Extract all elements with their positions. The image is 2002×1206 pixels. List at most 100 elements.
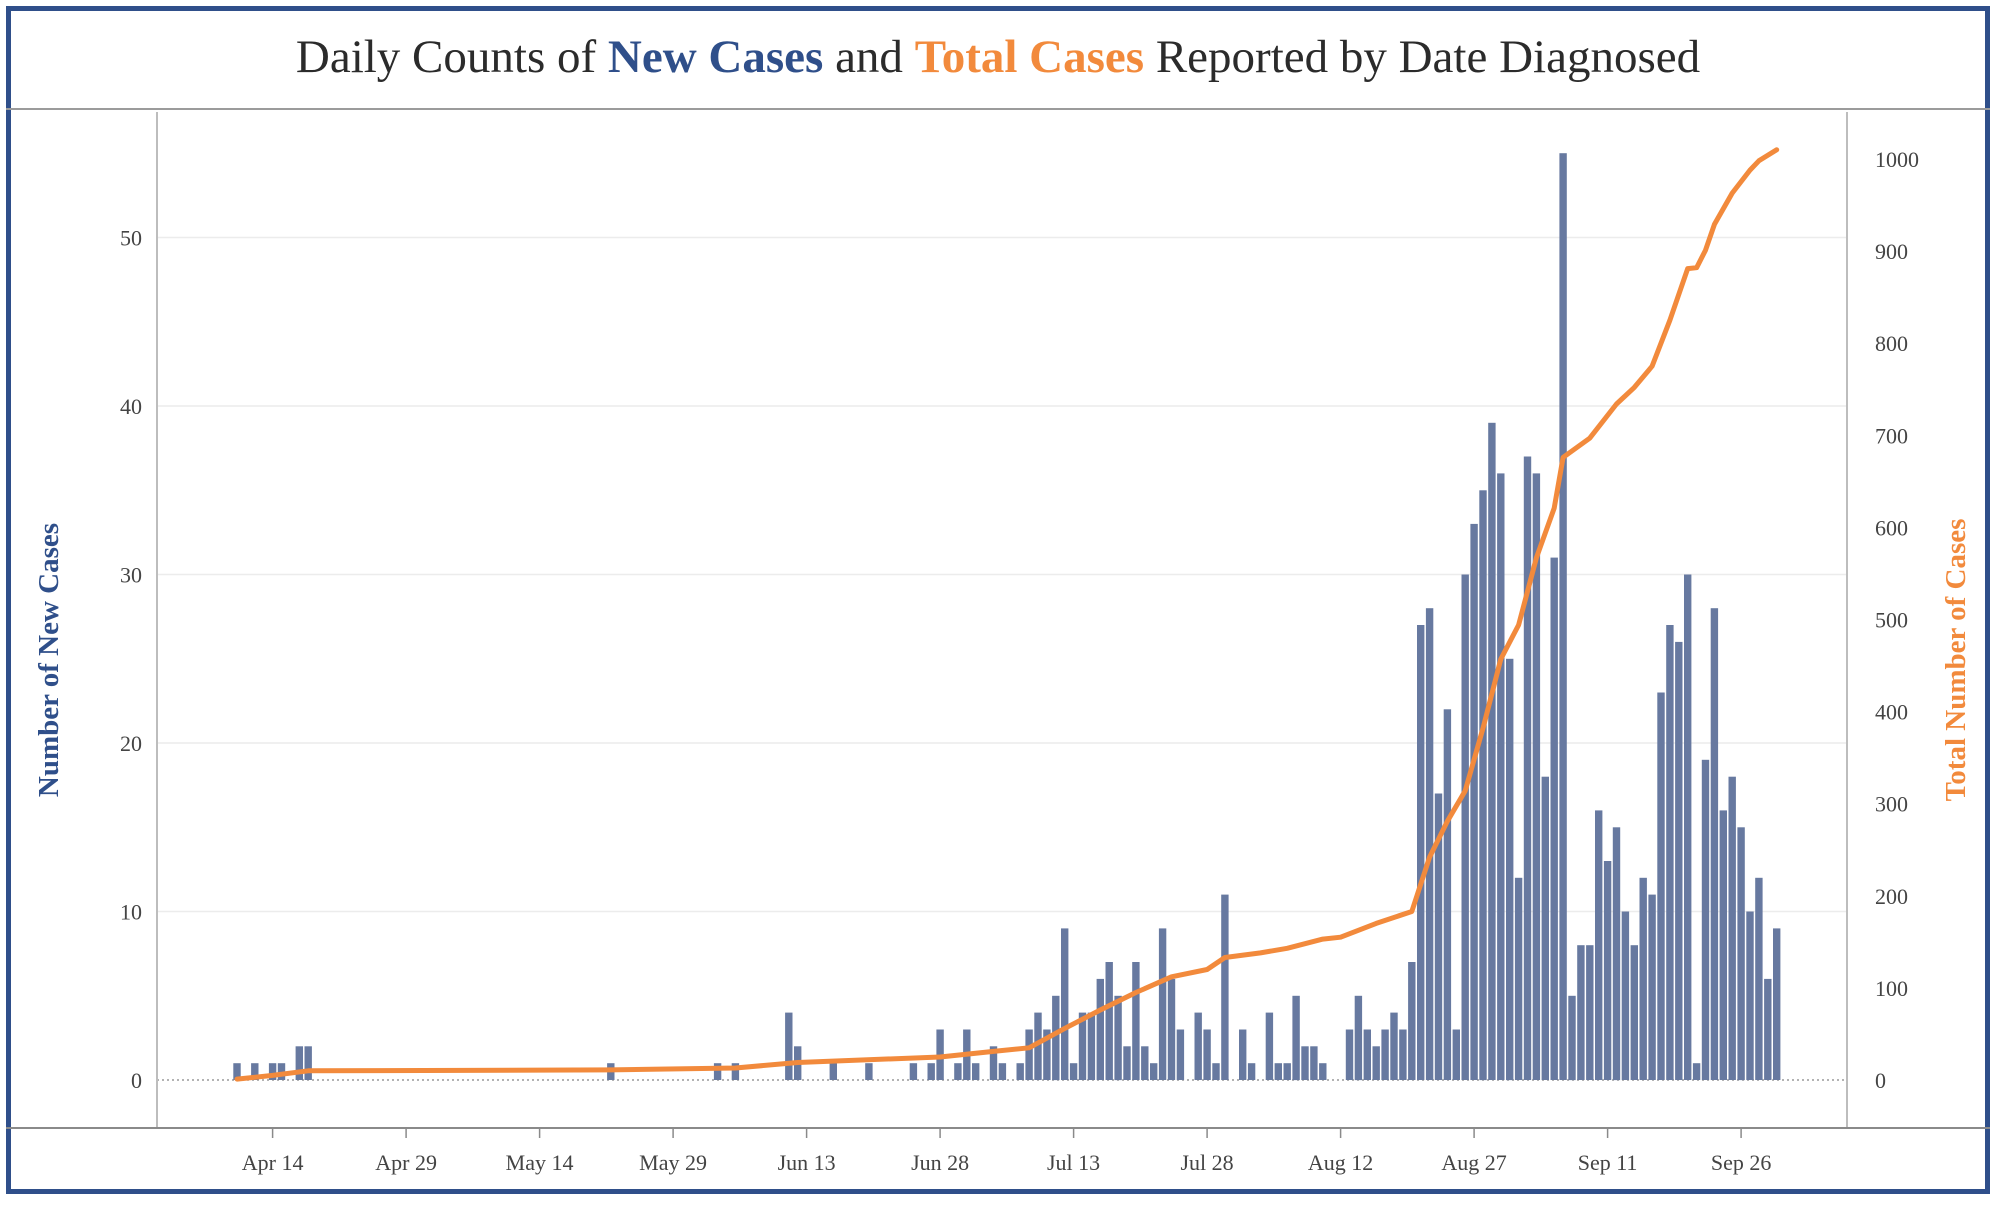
title-suffix: Reported by Date Diagnosed: [1144, 31, 1701, 83]
bar-new-cases: [233, 1063, 241, 1080]
bar-new-cases: [1559, 153, 1567, 1080]
bar-new-cases: [1345, 1029, 1354, 1080]
x-tick-label: May 14: [506, 1150, 574, 1175]
bar-new-cases: [1417, 625, 1425, 1080]
bar-new-cases: [1550, 557, 1558, 1080]
bar-new-cases: [1648, 894, 1656, 1080]
line-total-cases: [234, 147, 1780, 1082]
y-tick-label-right: 900: [1875, 239, 1908, 264]
bar-new-cases: [1132, 962, 1140, 1080]
bar-new-cases: [1532, 473, 1541, 1080]
bar-new-cases: [1363, 1029, 1371, 1080]
y-tick-label-left: 30: [120, 563, 142, 588]
bar-new-cases: [1773, 928, 1781, 1080]
bar-new-cases: [1675, 641, 1683, 1080]
y-tick-label-left: 50: [120, 226, 142, 251]
bar-new-cases: [1114, 995, 1122, 1081]
y-axis-title-left: Number of New Cases: [33, 523, 65, 797]
bar-new-cases: [1639, 877, 1647, 1080]
title-total-cases: Total Cases: [914, 31, 1145, 83]
bar-new-cases: [1372, 1046, 1380, 1080]
bar-new-cases: [1443, 709, 1452, 1080]
bar-new-cases: [1319, 1063, 1327, 1080]
y-tick-label-right: 300: [1875, 792, 1908, 817]
bar-new-cases: [1710, 608, 1719, 1080]
bar-new-cases: [1612, 827, 1621, 1081]
bar-new-cases: [1061, 928, 1069, 1080]
y-tick-label-right: 600: [1875, 515, 1908, 540]
bar-new-cases: [1123, 1046, 1131, 1080]
bar-new-cases: [1666, 625, 1674, 1080]
bar-new-cases: [1078, 1012, 1087, 1080]
bar-new-cases: [1657, 692, 1665, 1080]
x-tick-label: May 29: [639, 1150, 707, 1175]
bar-new-cases: [731, 1063, 740, 1080]
bar-new-cases: [1470, 523, 1478, 1080]
x-tick-label: Apr 14: [242, 1150, 304, 1175]
bar-new-cases: [1239, 1029, 1247, 1080]
chart-title: Daily Counts of New Cases and Total Case…: [6, 6, 1990, 110]
bar-new-cases: [251, 1063, 259, 1080]
y-tick-label-right: 400: [1875, 700, 1908, 725]
bar-new-cases: [1150, 1063, 1158, 1080]
bar-new-cases: [1292, 995, 1300, 1081]
y-tick-label-right: 200: [1875, 884, 1908, 909]
x-tick-label: Sep 11: [1578, 1150, 1638, 1175]
title-prefix: Daily Counts of: [295, 31, 608, 83]
x-tick-label: Aug 27: [1441, 1150, 1506, 1175]
bar-new-cases: [713, 1063, 722, 1080]
y-tick-label-right: 800: [1875, 331, 1908, 356]
bar-new-cases: [1497, 473, 1505, 1080]
y-tick-label-left: 10: [120, 900, 142, 925]
bar-new-cases: [1212, 1063, 1220, 1080]
y-axis-title-right: Total Number of Cases: [1940, 519, 1972, 802]
bar-new-cases: [1310, 1046, 1318, 1080]
x-tick-label: Jun 28: [911, 1150, 969, 1175]
total-cases-line: [234, 147, 1780, 1082]
bar-new-cases: [1684, 574, 1692, 1080]
bar-new-cases: [1523, 456, 1532, 1080]
bar-new-cases: [1630, 945, 1638, 1080]
bar-new-cases: [304, 1046, 312, 1080]
x-tick-label: Jul 28: [1181, 1150, 1234, 1175]
bar-new-cases: [927, 1063, 935, 1080]
bar-new-cases: [1586, 945, 1594, 1080]
bar-new-cases: [1488, 422, 1496, 1080]
bar-new-cases: [1221, 894, 1229, 1080]
y-tick-label-right: 100: [1875, 976, 1908, 1001]
bar-new-cases: [1167, 978, 1176, 1080]
bar-new-cases: [1514, 877, 1523, 1080]
bar-new-cases: [1506, 658, 1514, 1081]
bar-new-cases: [1069, 1063, 1078, 1080]
bar-new-cases: [1746, 911, 1754, 1080]
bar-new-cases: [1408, 962, 1416, 1080]
bar-new-cases: [1728, 776, 1736, 1080]
bar-new-cases: [1381, 1029, 1389, 1080]
bar-new-cases: [1577, 945, 1585, 1080]
bar-new-cases: [1737, 827, 1745, 1081]
x-tick-label: Jun 13: [778, 1150, 836, 1175]
title-new-cases: New Cases: [607, 31, 824, 83]
bar-new-cases: [1595, 810, 1603, 1080]
bar-new-cases: [1105, 962, 1113, 1080]
y-tick-label-left: 0: [131, 1068, 142, 1093]
bar-new-cases: [1034, 1012, 1042, 1080]
x-tick-label: Apr 29: [375, 1150, 437, 1175]
bar-new-cases: [1052, 995, 1060, 1081]
bar-new-cases: [1025, 1029, 1033, 1080]
bar-new-cases: [1096, 978, 1104, 1080]
bar-new-cases: [1764, 978, 1772, 1080]
bar-new-cases: [268, 1063, 277, 1080]
y-tick-label-left: 20: [120, 731, 142, 756]
bar-new-cases: [1176, 1029, 1185, 1080]
bar-new-cases: [1452, 1029, 1460, 1080]
bar-new-cases: [972, 1063, 980, 1080]
bar-new-cases: [1719, 810, 1727, 1080]
bar-new-cases: [1603, 861, 1612, 1080]
y-tick-label-right: 500: [1875, 608, 1908, 633]
bar-new-cases: [1265, 1012, 1274, 1080]
bar-new-cases: [1247, 1063, 1256, 1080]
bar-new-cases: [909, 1063, 918, 1080]
bar-new-cases: [1141, 1046, 1149, 1080]
